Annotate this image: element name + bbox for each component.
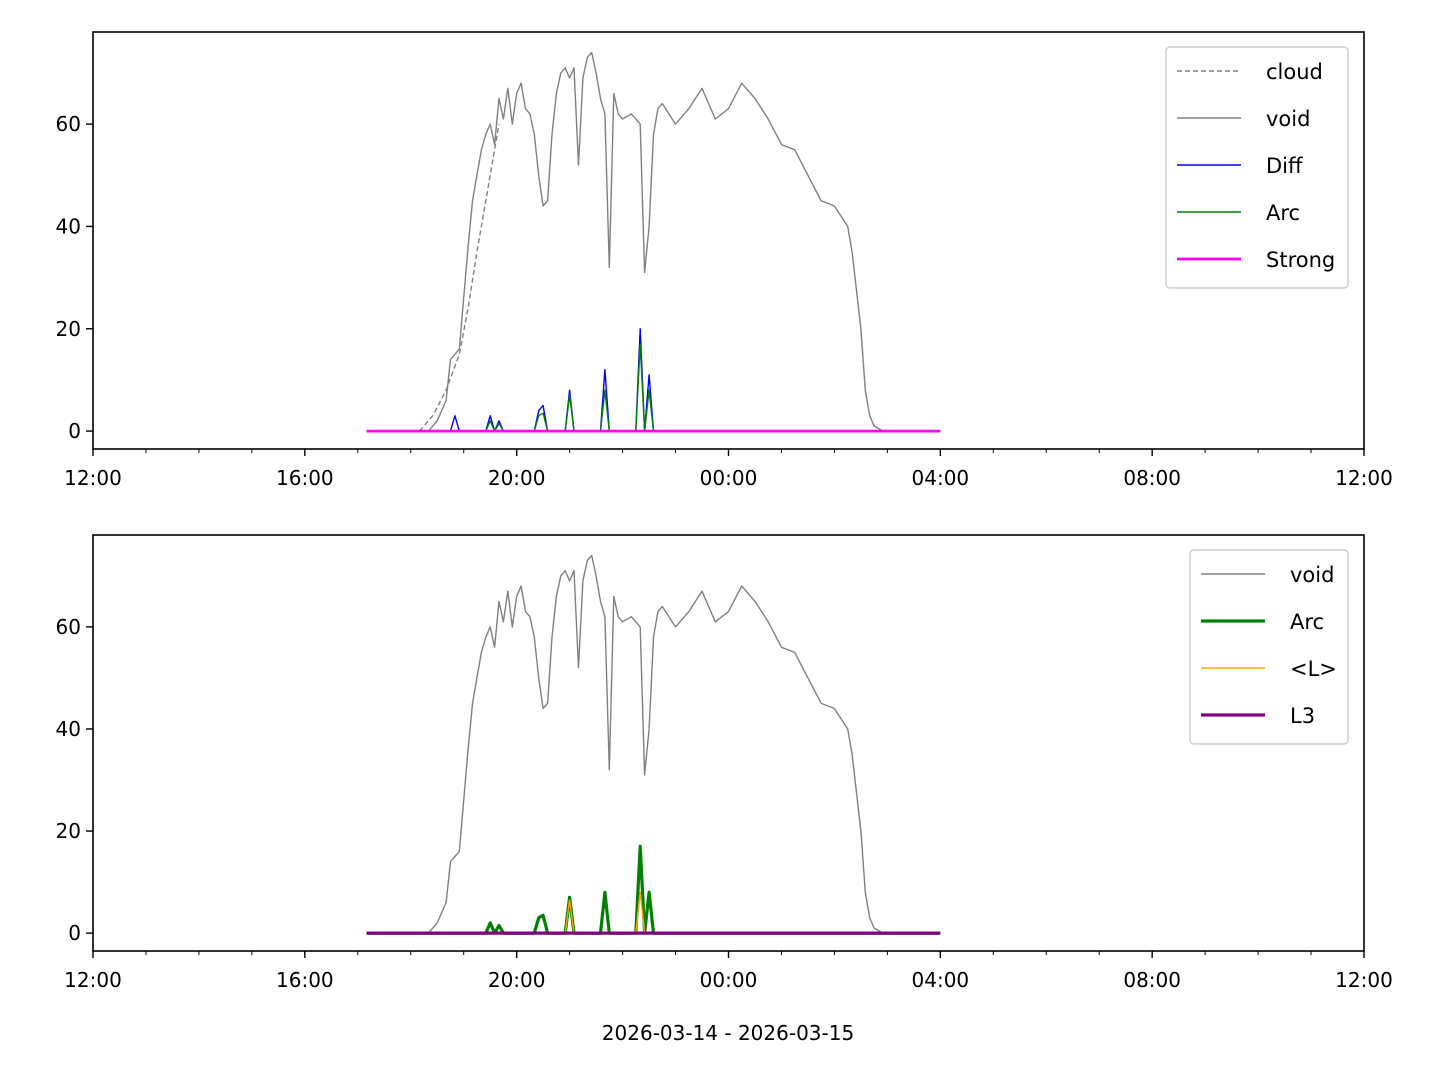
- legend-label: Arc: [1266, 201, 1300, 225]
- legend: cloud void Diff Arc Strong: [1165, 46, 1349, 289]
- y-tick-label: 40: [56, 214, 81, 238]
- x-tick-label: 08:00: [1123, 968, 1181, 992]
- legend-label: cloud: [1266, 60, 1323, 84]
- y-tick-label: 60: [56, 615, 81, 639]
- y-tick-label: 0: [68, 419, 81, 443]
- x-tick-label: 12:00: [1335, 968, 1393, 992]
- legend-label: Strong: [1266, 248, 1335, 272]
- plot-area: [366, 554, 941, 935]
- series-Diff-line: [366, 328, 941, 432]
- x-tick-label: 20:00: [488, 466, 546, 490]
- y-tick-label: 20: [56, 819, 81, 843]
- x-tick-label: 16:00: [276, 968, 334, 992]
- y-tick-label: 20: [56, 317, 81, 341]
- series-Arc-line: [366, 343, 941, 432]
- x-tick-label: 00:00: [700, 466, 758, 490]
- x-tick-label: 08:00: [1123, 466, 1181, 490]
- x-tick-label: 00:00: [700, 968, 758, 992]
- x-tick-label: 20:00: [488, 968, 546, 992]
- x-tick-label: 16:00: [276, 466, 334, 490]
- legend: void Arc <L> L3: [1189, 549, 1349, 745]
- axes-frame: [92, 534, 1365, 952]
- x-tick-label: 12:00: [64, 466, 122, 490]
- legend-label: L3: [1290, 704, 1315, 728]
- x-tick-label: 04:00: [912, 466, 970, 490]
- y-tick-label: 60: [56, 112, 81, 136]
- figure-xlabel: 2026-03-14 - 2026-03-15: [602, 1021, 854, 1045]
- top-panel: 0 20 40 60 12:00 16:00 20:00 00:00 04:00 08:00 12:…: [56, 31, 1393, 490]
- legend-label: void: [1266, 107, 1310, 131]
- bottom-panel: 0 20 40 60 12:00 16:00 20:00 00:00 04:00 08:00 12:…: [56, 534, 1393, 992]
- y-tick-label: 0: [68, 921, 81, 945]
- x-tick-label: 12:00: [64, 968, 122, 992]
- x-tick-label: 04:00: [912, 968, 970, 992]
- legend-label: Arc: [1290, 610, 1324, 634]
- series-void-line: [410, 554, 941, 934]
- legend-label: Diff: [1266, 154, 1303, 178]
- legend-box: [1165, 46, 1349, 289]
- series-cloud-line: [419, 123, 500, 432]
- legend-box: [1189, 549, 1349, 745]
- x-tick-label: 12:00: [1335, 466, 1393, 490]
- y-tick-label: 40: [56, 717, 81, 741]
- legend-label: void: [1290, 563, 1334, 587]
- plot-area: [366, 51, 941, 433]
- legend-label: <L>: [1290, 657, 1337, 681]
- series-void-line: [410, 51, 941, 432]
